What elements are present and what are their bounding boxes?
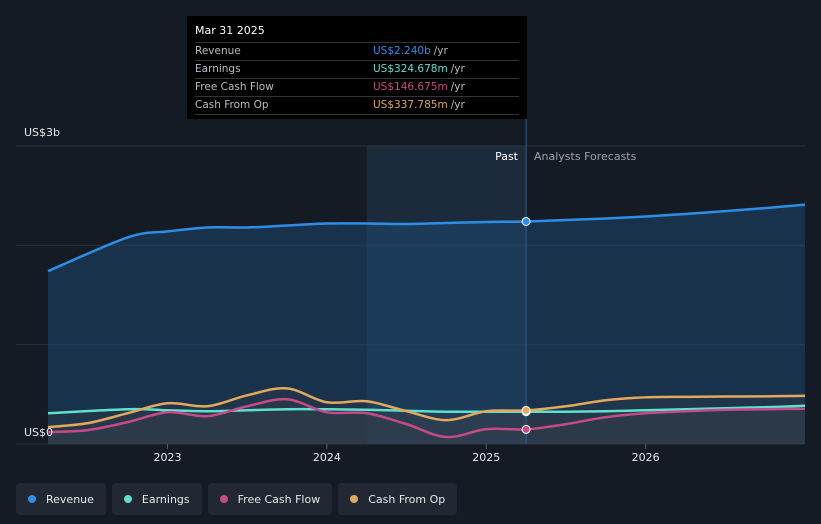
tooltip-row-value: US$324.678m/yr: [373, 63, 465, 75]
cash-from-op-area: [48, 388, 805, 444]
legend-label: Cash From Op: [368, 492, 446, 506]
past-label: Past: [495, 150, 519, 163]
tooltip-row-label: Revenue: [195, 45, 241, 57]
x-tick-label: 2023: [154, 451, 182, 464]
tooltip-row: Earnings US$324.678m/yr: [195, 61, 519, 79]
cash-from-op-marker: [521, 405, 531, 415]
forecast-label: Analysts Forecasts: [534, 150, 637, 163]
tooltip-row: Free Cash Flow US$146.675m/yr: [195, 79, 519, 97]
earnings-line: [47, 404, 806, 415]
revenue-marker: [521, 216, 531, 226]
tooltip-date: Mar 31 2025: [195, 24, 519, 43]
legend-dot-icon: [219, 495, 228, 503]
tooltip-row-value: US$146.675m/yr: [373, 81, 465, 93]
series-lines: [47, 203, 806, 439]
legend-label: Free Cash Flow: [237, 492, 321, 506]
x-tick-label: 2024: [313, 451, 341, 464]
tooltip-row-label: Cash From Op: [195, 99, 269, 111]
cash-from-op-line: [47, 386, 806, 429]
tooltip-row: Revenue US$2.240b/yr: [195, 43, 519, 61]
x-tick-label: 2025: [472, 451, 500, 464]
legend-dot-icon: [350, 495, 359, 503]
tooltip-row-value: US$337.785m/yr: [373, 99, 465, 111]
legend-dot-icon: [28, 495, 36, 503]
legend-item-revenue[interactable]: Revenue: [16, 483, 106, 515]
series-areas: [48, 204, 805, 444]
legend-label: Earnings: [141, 492, 190, 506]
legend-label: Revenue: [46, 492, 94, 506]
legend: Revenue Earnings Free Cash Flow Cash From O…: [16, 483, 458, 515]
tooltip-row: Cash From Op US$337.785m/yr: [195, 97, 519, 115]
tooltip-row-label: Earnings: [195, 63, 241, 75]
highlight-band: [366, 146, 527, 444]
series-markers: [521, 216, 531, 434]
tooltip: Mar 31 2025 Revenue US$2.240b/yr Earnings U…: [187, 16, 527, 119]
y-axis-bottom-label: US$0: [24, 426, 53, 439]
free-cash-flow-line: [47, 397, 806, 439]
x-axis-ticks: 2023 2024 2025 2026: [154, 444, 660, 464]
free-cash-flow-marker: [521, 424, 531, 434]
chart-canvas: US$3b US$0 Past Analysts Forecasts 2023 2…: [16, 119, 806, 464]
gridlines: [16, 145, 805, 445]
revenue-line: [47, 203, 806, 273]
legend-item-earnings[interactable]: Earnings: [111, 483, 202, 515]
legend-dot-icon: [123, 495, 132, 503]
legend-item-free-cash-flow[interactable]: Free Cash Flow: [207, 483, 333, 515]
tooltip-row-label: Free Cash Flow: [195, 81, 274, 93]
y-axis-top-label: US$3b: [24, 126, 60, 139]
legend-item-cash-from-op[interactable]: Cash From Op: [338, 483, 458, 515]
revenue-area: [48, 204, 805, 444]
x-tick-label: 2026: [632, 451, 660, 464]
tooltip-row-value: US$2.240b/yr: [373, 45, 448, 57]
